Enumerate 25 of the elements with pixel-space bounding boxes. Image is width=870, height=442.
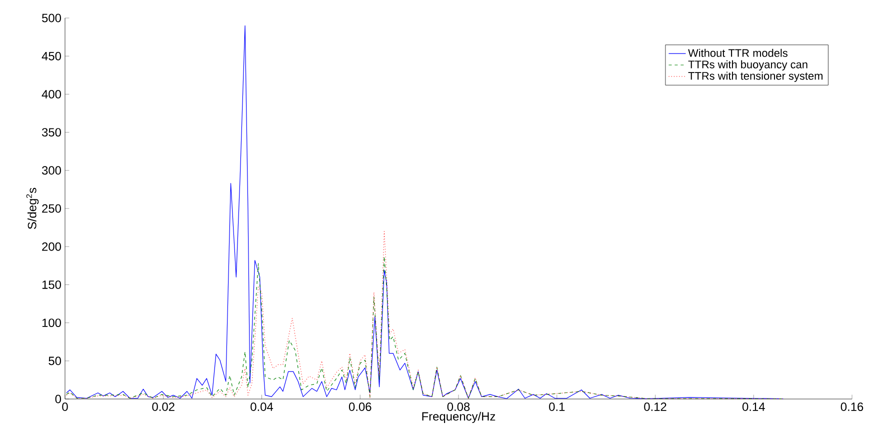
x-tick-label: 0.06 — [348, 402, 372, 411]
x-tick-label: 0.16 — [840, 402, 864, 411]
x-tick-label: 0.1 — [549, 402, 565, 411]
y-tick-label: 500 — [42, 14, 62, 22]
legend-label: Without TTR models — [688, 48, 788, 57]
x-tick-label: 0.02 — [152, 402, 174, 411]
x-tick-label: 0 — [62, 402, 68, 411]
legend-label: TTRs with buoyancy can — [688, 60, 808, 70]
x-axis-title: Frequency/Hz — [422, 412, 496, 423]
y-tick-label: 350 — [42, 128, 62, 137]
y-tick-label: 50 — [48, 356, 62, 366]
y-tick-label: 250 — [42, 204, 62, 213]
y-axis-title: S/deg$^{2}$s — [26, 188, 39, 230]
y-tick-label: 200 — [42, 242, 62, 251]
x-tick-label: 0.08 — [447, 402, 470, 411]
y-tick-label: 0 — [55, 394, 62, 404]
y-tick-label: 100 — [42, 318, 62, 328]
y-tick-label: 300 — [42, 166, 62, 175]
y-tick-label: 400 — [42, 90, 62, 98]
legend-label: TTRs with tensioner system — [688, 72, 822, 82]
y-tick-label: 450 — [42, 52, 62, 60]
x-tick-label: 0.14 — [742, 402, 765, 411]
x-tick-label: 0.12 — [644, 402, 666, 411]
y-tick-label: 150 — [42, 280, 62, 289]
x-tick-label: 0.04 — [250, 402, 274, 411]
